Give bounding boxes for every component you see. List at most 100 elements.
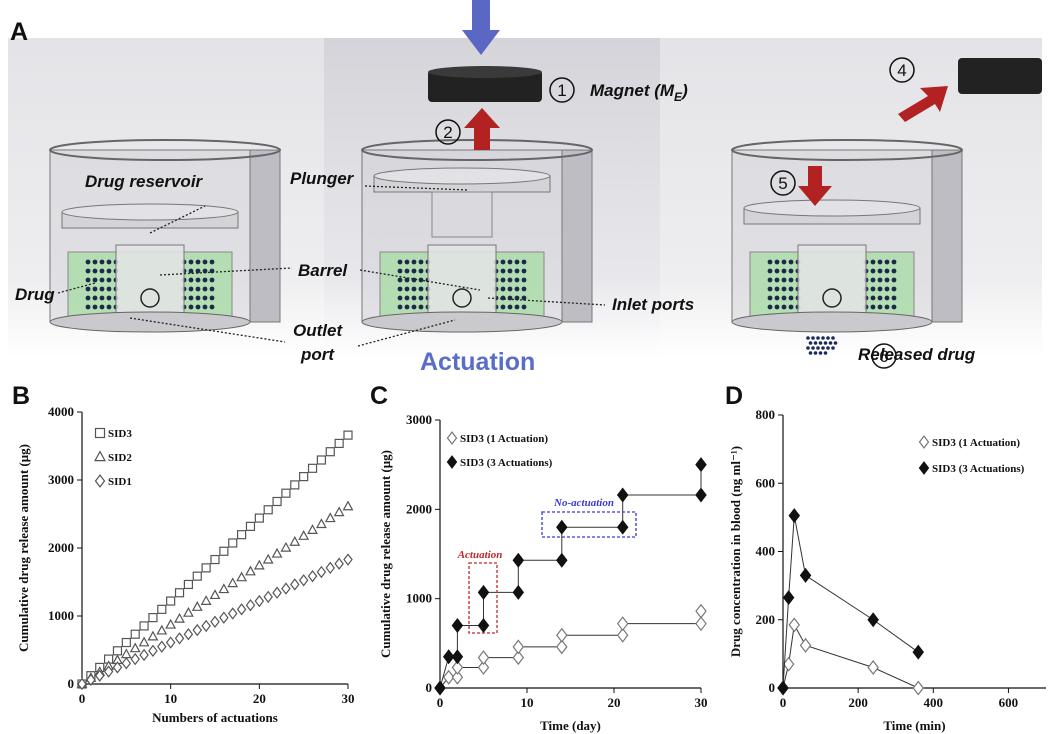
drug-particle <box>188 286 194 292</box>
y-axis-label: Cumulative drug release amount (μg) <box>16 444 31 652</box>
arrow-down <box>798 166 832 206</box>
drug-particle <box>188 304 194 310</box>
step-circle <box>889 57 915 83</box>
plunger-rod <box>431 191 493 238</box>
marker <box>174 612 185 623</box>
port <box>822 288 842 308</box>
released-particle <box>811 336 815 340</box>
drug-particle <box>500 259 506 265</box>
marker <box>192 571 202 581</box>
marker <box>245 565 256 576</box>
drug-particle <box>788 268 794 274</box>
drug-particle <box>195 295 201 301</box>
released-particle <box>833 341 838 345</box>
annotation: Actuation <box>457 549 503 561</box>
drug-particle <box>514 295 520 301</box>
drug-particle <box>500 295 506 301</box>
drug-particle <box>507 286 513 292</box>
marker <box>236 571 248 582</box>
released-particle <box>808 351 813 355</box>
drug-particle <box>870 259 876 265</box>
released-particle <box>806 346 810 350</box>
bottom-plate <box>731 311 933 333</box>
y-axis-label: Drug concentration in blood (ng ml⁻¹) <box>728 446 743 657</box>
label: Drug <box>15 285 55 304</box>
marker <box>156 624 168 635</box>
marker <box>918 461 930 475</box>
drug-particle <box>767 304 773 310</box>
released-particle <box>818 351 823 355</box>
marker <box>556 519 568 535</box>
y-tick-label: 2000 <box>406 501 432 516</box>
marker <box>112 661 123 674</box>
marker <box>209 589 221 600</box>
marker <box>325 447 335 457</box>
drug-particle <box>106 286 112 292</box>
drug-particle <box>521 277 527 283</box>
marker <box>556 627 568 643</box>
drug-particle <box>521 295 527 301</box>
marker <box>281 488 291 498</box>
drug-particle <box>788 295 794 301</box>
marker <box>799 637 812 653</box>
drug-particle <box>870 304 876 310</box>
drug-particle <box>85 268 91 274</box>
marker <box>695 603 707 619</box>
drug-particle <box>106 277 112 283</box>
marker <box>315 518 327 529</box>
marker <box>867 612 879 628</box>
marker <box>616 519 629 535</box>
drug-particle <box>418 268 424 274</box>
text: ) <box>680 81 688 100</box>
marker <box>477 617 490 633</box>
drug-particle <box>202 286 208 292</box>
y-tick-label: 2000 <box>48 540 74 555</box>
marker <box>263 505 273 515</box>
drug-particle <box>99 259 105 265</box>
marker <box>94 474 106 488</box>
drug-particle <box>500 277 506 283</box>
drug-particle <box>774 304 780 310</box>
y-tick-label: 800 <box>756 407 776 422</box>
y-tick-label: 3000 <box>406 412 432 427</box>
marker <box>556 552 568 568</box>
top-rim <box>49 139 281 161</box>
drug-particle <box>195 304 201 310</box>
drug-particle <box>411 304 417 310</box>
marker <box>556 639 568 655</box>
released-particle <box>821 346 825 350</box>
drug-particle <box>774 277 780 283</box>
drug-particle <box>891 286 897 292</box>
y-tick-label: 200 <box>756 612 776 627</box>
marker <box>94 669 105 682</box>
drug-particle <box>884 304 890 310</box>
drug-particle <box>397 268 403 274</box>
marker <box>342 500 354 511</box>
legend-label: SID2 <box>108 452 132 464</box>
marker <box>777 680 789 696</box>
x-tick-label: 30 <box>342 691 355 706</box>
marker <box>307 463 318 473</box>
step-number: 4 <box>897 61 906 80</box>
x-tick-label: 400 <box>924 695 944 710</box>
drug-particle <box>195 277 201 283</box>
drug-particle <box>891 259 897 265</box>
released-particle <box>821 336 825 340</box>
drug-particle <box>767 295 773 301</box>
leader <box>364 185 469 191</box>
marker <box>446 455 458 469</box>
magnet-label: Magnet (ME) <box>590 81 688 104</box>
step-number: 1 <box>557 81 566 100</box>
side-wall <box>561 149 593 323</box>
marker <box>451 617 464 633</box>
x-tick-label: 10 <box>521 695 534 710</box>
port <box>140 288 160 308</box>
marker <box>236 603 247 616</box>
marker <box>912 680 925 696</box>
marker <box>782 656 795 672</box>
released-particle <box>828 341 833 345</box>
drug-particle <box>877 286 883 292</box>
drug-particle <box>767 286 773 292</box>
drug-particle <box>209 304 215 310</box>
